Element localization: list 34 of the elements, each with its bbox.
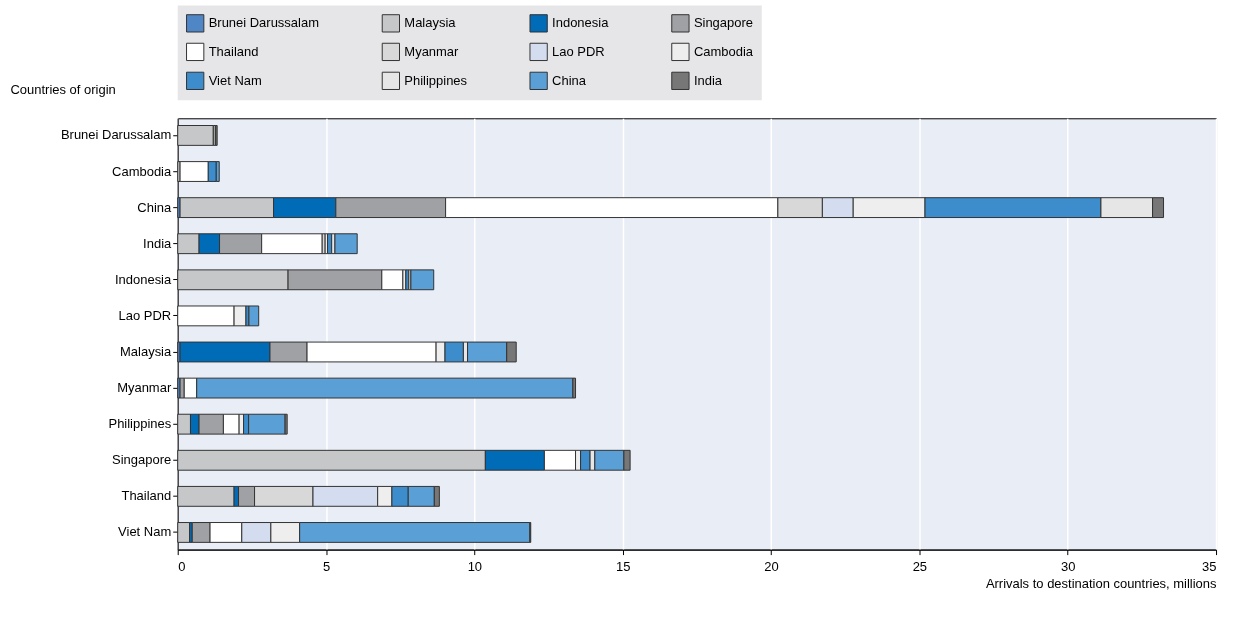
y-tick-label: Brunei Darussalam — [60, 127, 172, 143]
legend-label: Lao PDR — [552, 43, 605, 59]
y-tick-label: China — [137, 199, 172, 215]
legend-label: Indonesia — [552, 15, 610, 31]
y-tick-label: Malaysia — [120, 343, 172, 359]
y-tick-label: Lao PDR — [118, 307, 172, 323]
x-tick-label: 35 — [1202, 559, 1217, 575]
y-tick-label: Thailand — [121, 488, 172, 504]
x-tick-label: 5 — [322, 559, 331, 575]
legend-label: China — [552, 72, 587, 88]
legend-label: Myanmar — [404, 43, 460, 59]
legend-label: India — [693, 72, 723, 88]
y-tick-label: Cambodia — [112, 163, 172, 179]
y-axis-title: Countries of origin — [10, 81, 116, 97]
y-tick-label: Singapore — [112, 452, 172, 468]
y-tick-label: India — [143, 235, 173, 251]
y-tick-label: Philippines — [108, 416, 172, 432]
legend-label: Viet Nam — [208, 72, 262, 88]
y-tick-label: Viet Nam — [118, 524, 172, 540]
x-tick-label: 30 — [1060, 559, 1076, 575]
y-tick-label: Myanmar — [117, 380, 172, 396]
x-tick-label: 10 — [467, 559, 483, 575]
legend-label: Philippines — [404, 72, 468, 88]
legend-label: Thailand — [208, 43, 259, 59]
legend-label: Brunei Darussalam — [208, 15, 319, 31]
x-tick-label: 15 — [615, 559, 631, 575]
x-tick-label: 20 — [764, 559, 779, 575]
x-tick-label: 0 — [178, 559, 186, 575]
x-axis-title: Arrivals to destination countries, millions — [985, 576, 1218, 592]
x-tick-label: 25 — [912, 559, 928, 575]
legend-label: Cambodia — [693, 43, 754, 59]
legend-label: Malaysia — [404, 15, 457, 31]
legend-label: Singapore — [693, 15, 754, 31]
y-tick-label: Indonesia — [114, 271, 172, 287]
